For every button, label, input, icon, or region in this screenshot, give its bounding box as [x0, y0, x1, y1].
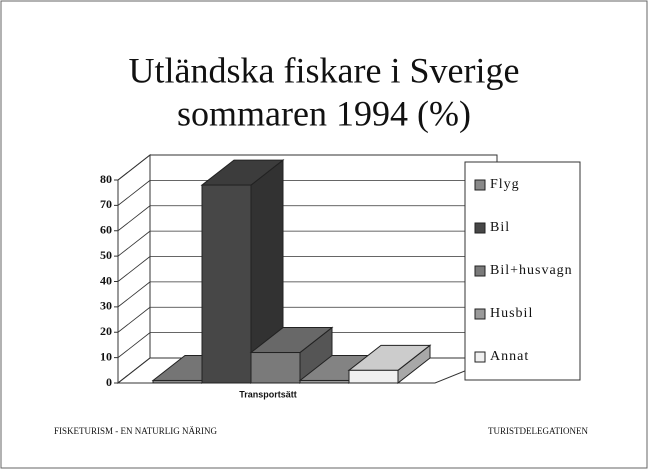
- grid-line: [117, 281, 151, 308]
- grid-line: [117, 230, 151, 257]
- legend-label: Annat: [490, 349, 529, 364]
- bar: [201, 184, 252, 384]
- grid-line: [117, 357, 151, 384]
- grid-line: [117, 205, 151, 232]
- title-line: sommaren 1994 (%): [177, 93, 471, 133]
- bar: [152, 379, 203, 384]
- y-tick-label: 60: [100, 223, 112, 237]
- footer-left: FISKETURISM - EN NATURLIG NÄRING: [54, 426, 217, 436]
- y-tick-label: 30: [100, 299, 112, 313]
- y-tick-label: 20: [100, 324, 112, 338]
- legend-swatch: [474, 222, 486, 234]
- legend-label: Husbil: [490, 306, 533, 321]
- legend-swatch: [474, 265, 486, 277]
- grid-line: [117, 180, 151, 206]
- bar: [348, 369, 399, 384]
- y-tick-label: 50: [100, 248, 112, 262]
- legend-swatch: [474, 351, 486, 363]
- x-axis-label: Transportsätt: [239, 389, 297, 399]
- grid-line: [117, 332, 151, 358]
- legend-swatch: [474, 179, 486, 191]
- legend-label: Flyg: [490, 177, 520, 192]
- y-tick-label: 80: [100, 172, 112, 186]
- footer-right: TURISTDELEGATIONEN: [488, 426, 588, 436]
- legend-swatch: [474, 308, 486, 320]
- legend-label: Bil+husvagn: [490, 263, 573, 278]
- bar: [250, 352, 301, 384]
- title-line: Utländska fiskare i Sverige: [129, 50, 520, 90]
- grid-line: [117, 154, 151, 181]
- grid-line: [117, 306, 151, 333]
- legend-label: Bil: [490, 220, 510, 235]
- grid-line: [117, 256, 151, 282]
- bar: [299, 379, 350, 384]
- y-tick-label: 0: [106, 375, 112, 389]
- y-tick-label: 10: [100, 349, 112, 363]
- y-tick-label: 40: [100, 273, 112, 287]
- y-tick-label: 70: [100, 197, 112, 211]
